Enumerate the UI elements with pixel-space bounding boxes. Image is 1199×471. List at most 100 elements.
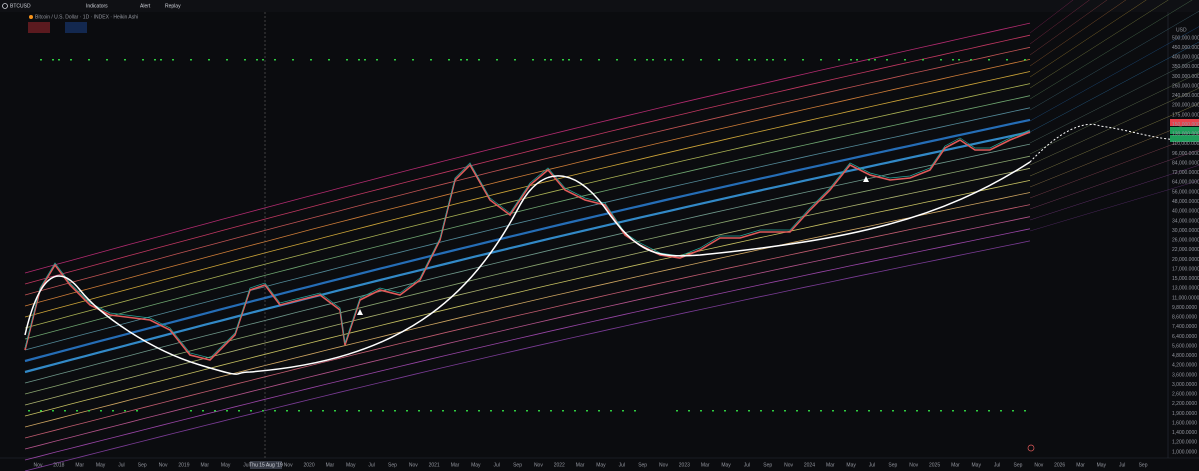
sell-button[interactable] (28, 22, 50, 33)
signal-dot (394, 59, 396, 61)
band-line (24, 22, 1031, 274)
band-extension (1029, 0, 1169, 89)
signal-dot (880, 410, 882, 412)
signal-dot (64, 410, 66, 412)
signal-dot (58, 59, 60, 61)
signal-dot (460, 59, 462, 61)
time-label: Jul (118, 462, 124, 468)
signal-dot (622, 410, 624, 412)
signal-dot (292, 59, 294, 61)
signal-dot (892, 410, 894, 412)
signal-dot (580, 59, 582, 61)
signal-dot (574, 410, 576, 412)
time-label: May (471, 462, 481, 468)
price-label: 20,000.0000 (1172, 257, 1199, 263)
signal-dot (244, 59, 246, 61)
price-label: 400,000.0000 (1172, 55, 1199, 61)
signal-dot (808, 410, 810, 412)
signal-dot (70, 59, 72, 61)
signal-dot (172, 59, 174, 61)
signal-dot (712, 410, 714, 412)
time-label: 2020 (303, 462, 314, 468)
signal-dot (88, 410, 90, 412)
signal-dot (454, 410, 456, 412)
time-label: 2023 (679, 462, 690, 468)
signal-dot (856, 59, 858, 61)
signal-dot (346, 410, 348, 412)
time-label: Sep (138, 462, 147, 468)
toolbar (0, 0, 1199, 12)
search-icon[interactable] (2, 3, 8, 9)
signal-dot (28, 410, 30, 412)
time-label: May (596, 462, 606, 468)
signal-dot (274, 59, 276, 61)
projection-curve (1029, 123, 1179, 163)
symbol[interactable]: BTCUSD (10, 3, 31, 9)
band-line (24, 118, 1031, 363)
signal-dot (886, 59, 888, 61)
currency: USD (1176, 27, 1187, 33)
signal-dot (922, 59, 924, 61)
price-tag (1170, 135, 1199, 142)
band-extension (1029, 0, 1147, 78)
signal-dot (154, 59, 156, 61)
time-label: Jul (493, 462, 499, 468)
time-label: May (972, 462, 982, 468)
price-label: 3,600.0000 (1172, 372, 1197, 378)
price-label: 72,000.0000 (1172, 170, 1199, 176)
band-extension (1029, 0, 1090, 45)
time-label: Mar (200, 462, 209, 468)
band-extension (1029, 134, 1199, 199)
legend-title: Bitcoin / U.S. Dollar · 1D · INDEX · Hei… (35, 14, 138, 20)
toolbar-button[interactable]: Alert (140, 3, 151, 9)
alert-icon[interactable] (1027, 444, 1035, 452)
marker (863, 176, 869, 182)
signal-dot (652, 59, 654, 61)
signal-dot (634, 410, 636, 412)
signal-dot (412, 59, 414, 61)
price-label: 22,000.0000 (1172, 247, 1199, 253)
price-label: 150,000.0000 (1172, 122, 1199, 128)
band-extension (1029, 57, 1199, 144)
signal-dot (724, 410, 726, 412)
signal-dot (856, 410, 858, 412)
signal-dot (904, 59, 906, 61)
time-label: Sep (513, 462, 522, 468)
signal-dot (286, 410, 288, 412)
price-label: 11,000.0000 (1172, 295, 1199, 301)
price-label: 4,800.0000 (1172, 353, 1197, 359)
time-label: May (721, 462, 731, 468)
price-tag (1170, 119, 1199, 126)
signal-dot (250, 410, 252, 412)
signal-dot (226, 410, 228, 412)
signal-dot (736, 59, 738, 61)
signal-dot (562, 59, 564, 61)
signal-dot (820, 59, 822, 61)
signal-dot (124, 410, 126, 412)
time-label: 2021 (429, 462, 440, 468)
time-label: Sep (1139, 462, 1148, 468)
signal-dot (820, 410, 822, 412)
price-label: 2,600.0000 (1172, 392, 1197, 398)
signal-dot (310, 410, 312, 412)
time-label: Jul (368, 462, 374, 468)
price-label: 64,000.0000 (1172, 180, 1199, 186)
price-label: 200,000.0000 (1172, 103, 1199, 109)
signal-dot (1024, 410, 1026, 412)
signal-dot (844, 410, 846, 412)
signal-dot (940, 410, 942, 412)
toolbar-button[interactable]: Replay (165, 3, 181, 9)
band-extension (1029, 0, 1074, 34)
time-label: Nov (534, 462, 543, 468)
axes: 500,000.0000 450,000.0000 400,000.0000 350,… (34, 35, 1199, 469)
signal-dot (688, 410, 690, 412)
price-label: 30,000.0000 (1172, 228, 1199, 234)
signal-dot (772, 59, 774, 61)
toolbar-button[interactable]: Indicators (86, 3, 108, 9)
price-label: 110,000.0000 (1172, 141, 1199, 147)
signal-dot (202, 410, 204, 412)
buy-button[interactable] (65, 22, 87, 33)
signal-dot (256, 59, 258, 61)
price-label: 1,200.0000 (1172, 440, 1197, 446)
